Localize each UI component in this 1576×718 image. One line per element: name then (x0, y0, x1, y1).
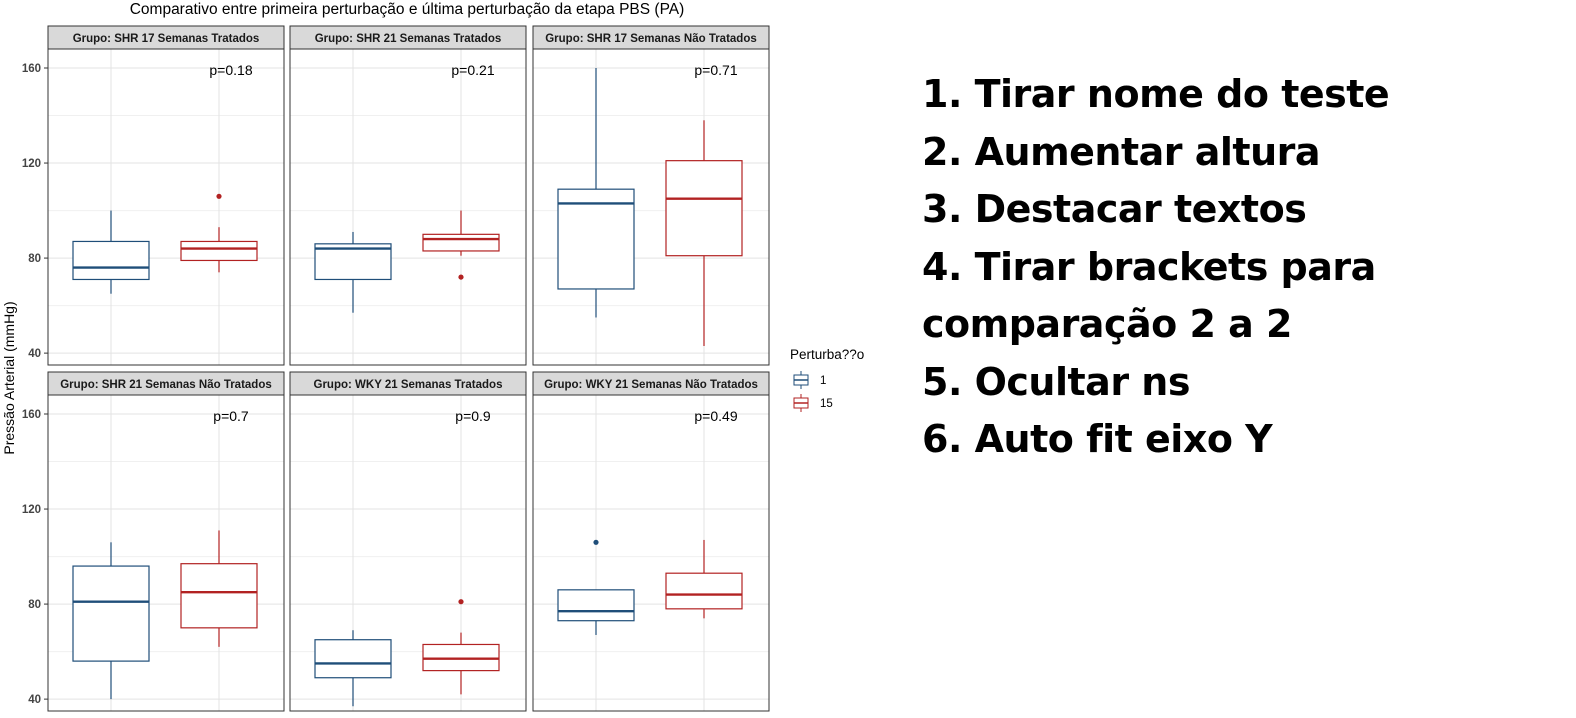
p-value-label: p=0.7 (213, 408, 249, 424)
plot-area (48, 395, 284, 711)
plot-area (290, 49, 526, 365)
box-group-1 (72, 542, 150, 700)
p-value-label: p=0.71 (694, 62, 737, 78)
facet-label: Grupo: WKY 21 Semanas Tratados (314, 379, 503, 391)
legend-item-label: 1 (820, 375, 826, 387)
facet-label: Grupo: SHR 17 Semanas Tratados (73, 33, 260, 45)
iqr-box (180, 563, 258, 629)
iqr-box (72, 240, 150, 281)
box-group-1 (72, 210, 150, 294)
iqr-box (557, 188, 635, 290)
panel-border (47, 48, 285, 366)
legend-item-label: 15 (820, 398, 833, 410)
y-tick-label: 40 (28, 694, 41, 706)
y-tick-label: 80 (28, 599, 41, 611)
legend-title: Perturba??o (790, 347, 864, 362)
y-tick-label: 160 (22, 63, 41, 75)
p-value-label: p=0.49 (694, 408, 737, 424)
iqr-box (422, 233, 500, 252)
box-group-15 (665, 120, 743, 346)
box-group-1 (314, 231, 392, 313)
box-group-1 (314, 630, 392, 707)
legend-key (793, 394, 809, 412)
facet-label: Grupo: SHR 21 Semanas Tratados (315, 33, 502, 45)
facet-panel: Grupo: WKY 21 Semanas Tratados p=0.9 (289, 371, 527, 712)
note-item: 6. Auto fit eixo Y (922, 417, 1273, 454)
chart-title: Comparativo entre primeira perturbação e… (130, 1, 685, 18)
outlier-point (458, 599, 464, 605)
facet-panel: Grupo: SHR 21 Semanas Não Tratados 40 80 12… (22, 371, 285, 712)
panel-border (47, 394, 285, 712)
y-tick-label: 160 (22, 409, 41, 421)
y-tick-label: 40 (28, 348, 41, 360)
p-value-label: p=0.21 (451, 62, 494, 78)
panel-border (532, 394, 770, 712)
y-axis-label: Pressão Arterial (mmHg) (1, 301, 17, 454)
panel-border (289, 48, 527, 366)
box-group-15 (180, 530, 258, 647)
panel-border (532, 48, 770, 366)
facet-label: Grupo: SHR 17 Semanas Não Tratados (545, 33, 757, 45)
facet-panel: Grupo: SHR 17 Semanas Tratados 40 80 120 160… (22, 25, 285, 366)
plot-area (533, 395, 769, 711)
iqr-box (180, 240, 258, 262)
box-group-1 (557, 539, 635, 635)
outlier-point (593, 539, 599, 545)
notes-list: 1. Tirar nome do teste 2. Aumentar altur… (922, 66, 1562, 454)
y-tick-label: 120 (22, 504, 41, 516)
facet-panel: Grupo: SHR 21 Semanas Tratados p=0.21 (289, 25, 527, 366)
note-item: 5. Ocultar ns (922, 359, 1190, 404)
plot-area (48, 49, 284, 365)
note-item: 1. Tirar nome do teste (922, 72, 1390, 116)
box-group-15 (665, 539, 743, 619)
facet-panel: Grupo: WKY 21 Semanas Não Tratados p=0.49 (532, 371, 770, 712)
facet-label: Grupo: WKY 21 Semanas Não Tratados (544, 379, 758, 391)
facet-panel: Grupo: SHR 17 Semanas Não Tratados p=0.71 (532, 25, 770, 366)
outlier-point (458, 274, 464, 280)
box-group-15 (422, 599, 500, 695)
iqr-box (665, 160, 743, 257)
box-group-15 (422, 210, 500, 280)
faceted-boxplot-chart: Comparativo entre primeira perturbação e… (1, 1, 864, 712)
legend: Perturba??o 1 15 (790, 347, 864, 412)
y-tick-label: 80 (28, 253, 41, 265)
panel-border (289, 394, 527, 712)
legend-key (793, 371, 809, 389)
iqr-box (72, 565, 150, 662)
box-group-1 (557, 68, 635, 318)
p-value-label: p=0.18 (209, 62, 252, 78)
note-item: comparação 2 a 2 (922, 302, 1292, 346)
iqr-box (557, 589, 635, 622)
note-item: 2. Aumentar altura (922, 129, 1321, 174)
iqr-box (665, 572, 743, 610)
p-value-label: p=0.9 (455, 408, 491, 424)
outlier-point (216, 193, 222, 199)
facet-label: Grupo: SHR 21 Semanas Não Tratados (60, 379, 272, 391)
y-tick-label: 120 (22, 158, 41, 170)
note-item: 4. Tirar brackets para (922, 244, 1376, 289)
iqr-box (314, 639, 392, 679)
box-group-15 (180, 193, 258, 273)
note-item: 3. Destacar textos (922, 187, 1307, 231)
